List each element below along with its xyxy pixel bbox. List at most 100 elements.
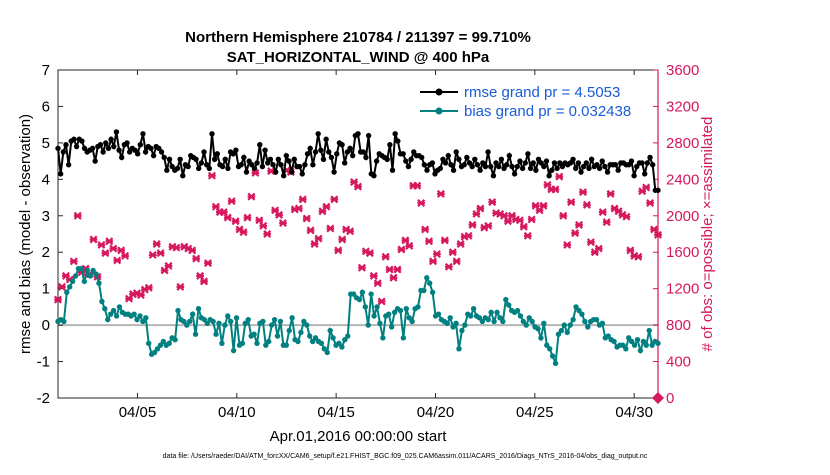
bias-marker bbox=[64, 289, 70, 296]
bias-marker bbox=[289, 315, 295, 321]
rmse-marker bbox=[140, 131, 146, 137]
rmse-marker bbox=[334, 151, 340, 157]
bias-marker bbox=[623, 346, 629, 352]
x-tick-label: 04/20 bbox=[417, 404, 455, 421]
y-right-tick-label: 0 bbox=[666, 390, 674, 407]
bias-marker bbox=[526, 315, 532, 321]
bias-marker bbox=[266, 338, 272, 345]
rmse-marker bbox=[214, 151, 220, 157]
rmse-marker bbox=[166, 156, 173, 162]
rmse-marker bbox=[71, 136, 77, 142]
rmse-marker bbox=[506, 152, 513, 159]
rmse-marker bbox=[137, 142, 144, 148]
rmse-marker bbox=[257, 142, 263, 148]
bias-marker bbox=[523, 322, 529, 328]
bias-marker bbox=[99, 298, 105, 305]
rmse-marker bbox=[201, 149, 207, 155]
bias-marker bbox=[140, 318, 146, 325]
bias-marker bbox=[429, 289, 436, 296]
obs-marker bbox=[476, 204, 485, 213]
rmse-marker bbox=[488, 163, 494, 170]
rmse-marker bbox=[262, 147, 268, 153]
obs-marker bbox=[69, 257, 78, 266]
rmse-marker bbox=[485, 149, 491, 155]
bias-marker bbox=[637, 347, 644, 354]
bias-marker bbox=[268, 322, 275, 328]
rmse-marker bbox=[111, 143, 117, 150]
x-axis-label: Apr.01,2016 00:00:00 start bbox=[270, 428, 448, 445]
obs-marker bbox=[369, 271, 378, 280]
bias-marker bbox=[295, 338, 301, 345]
obs-marker bbox=[73, 211, 82, 220]
rmse-marker bbox=[424, 167, 430, 173]
rmse-marker bbox=[233, 147, 239, 153]
obs-marker bbox=[346, 227, 355, 236]
rmse-marker bbox=[543, 158, 550, 164]
rmse-marker bbox=[602, 163, 608, 170]
rmse-marker bbox=[445, 152, 451, 159]
obs-marker bbox=[551, 185, 560, 194]
bias-marker bbox=[81, 278, 88, 285]
rmse-marker bbox=[604, 169, 611, 175]
rmse-marker bbox=[586, 165, 592, 172]
bias-marker bbox=[535, 326, 541, 332]
bias-marker bbox=[213, 331, 219, 337]
bias-marker bbox=[143, 315, 149, 321]
bias-marker bbox=[90, 267, 96, 274]
rmse-marker bbox=[323, 136, 329, 142]
obs-marker bbox=[602, 218, 611, 227]
obs-marker bbox=[646, 199, 655, 207]
bias-marker bbox=[72, 273, 79, 279]
y-left-tick-label: 6 bbox=[42, 98, 50, 115]
rmse-marker bbox=[302, 162, 308, 168]
rmse-marker bbox=[419, 154, 425, 161]
obs-marker bbox=[452, 257, 461, 266]
y-left-tick-label: 7 bbox=[42, 62, 50, 79]
obs-marker bbox=[105, 237, 114, 246]
bias-marker bbox=[626, 335, 632, 341]
rmse-marker bbox=[103, 140, 109, 146]
obs-marker bbox=[456, 240, 465, 248]
bias-marker bbox=[312, 335, 319, 341]
bias-marker bbox=[479, 318, 486, 325]
bias-marker bbox=[274, 333, 281, 339]
rmse-marker bbox=[649, 162, 656, 168]
rmse-marker bbox=[97, 142, 104, 148]
rmse-marker bbox=[482, 163, 489, 170]
bias-marker bbox=[181, 318, 187, 325]
rmse-marker bbox=[73, 143, 80, 150]
obs-marker bbox=[57, 282, 66, 291]
obs-marker bbox=[606, 189, 615, 198]
rmse-marker bbox=[405, 163, 412, 170]
rmse-marker bbox=[209, 131, 215, 137]
bias-marker bbox=[646, 327, 652, 334]
rmse-marker bbox=[100, 149, 106, 155]
bias-marker bbox=[362, 304, 369, 310]
obs-marker bbox=[373, 279, 382, 288]
bias-marker bbox=[517, 313, 524, 319]
rmse-marker bbox=[79, 138, 85, 144]
rmse-marker bbox=[328, 154, 335, 161]
rmse-marker bbox=[185, 163, 191, 170]
y-right-tick-label: 3200 bbox=[666, 98, 699, 115]
obs-marker bbox=[306, 226, 315, 235]
bias-marker bbox=[631, 342, 638, 348]
bias-marker bbox=[611, 338, 617, 345]
bias-marker bbox=[172, 336, 178, 343]
rmse-marker bbox=[177, 156, 183, 162]
rmse-marker bbox=[312, 149, 319, 155]
bias-marker bbox=[309, 338, 316, 345]
bias-marker bbox=[599, 320, 606, 326]
obs-end-marker bbox=[652, 392, 664, 404]
bias-marker bbox=[146, 340, 152, 347]
bias-marker bbox=[386, 311, 392, 317]
rmse-marker bbox=[612, 162, 619, 168]
bias-marker bbox=[187, 318, 193, 325]
obs-marker bbox=[523, 231, 532, 240]
rmse-marker bbox=[546, 172, 552, 179]
rmse-marker bbox=[339, 142, 345, 148]
legend-label: bias grand pr = 0.032438 bbox=[464, 103, 631, 120]
bias-marker bbox=[529, 318, 535, 325]
chart-subtitle: SAT_HORIZONTAL_WIND @ 400 hPa bbox=[227, 49, 490, 66]
rmse-marker bbox=[549, 167, 555, 173]
